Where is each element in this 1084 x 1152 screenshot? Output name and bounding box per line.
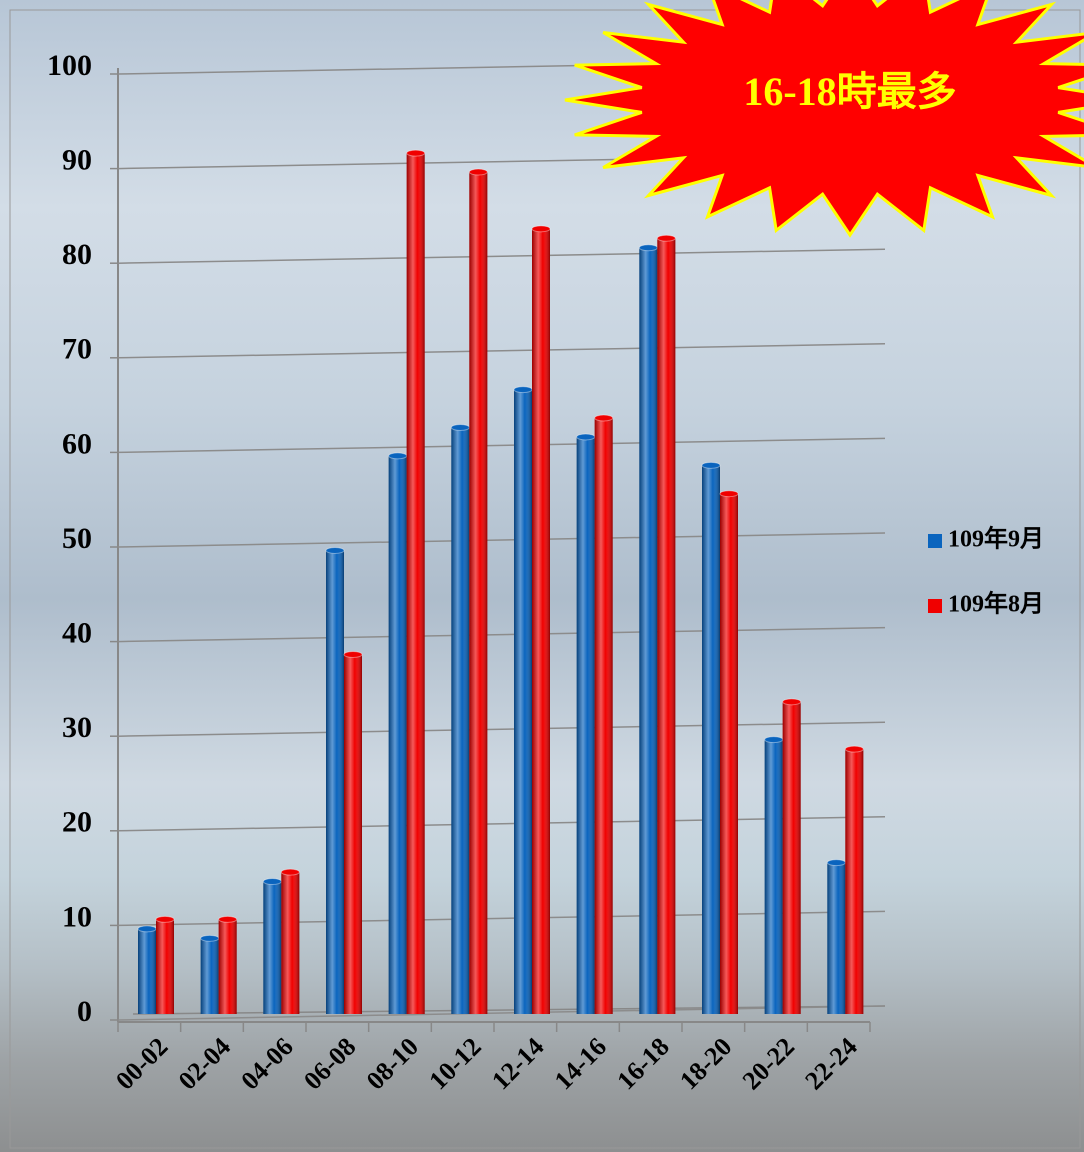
y-tick-label: 60 — [62, 427, 92, 460]
x-tick-label: 04-06 — [235, 1032, 298, 1095]
grid-line — [117, 437, 886, 454]
grid-line — [117, 721, 886, 737]
x-tick-label: 08-10 — [361, 1032, 424, 1095]
grid-line — [117, 910, 886, 927]
y-tick-label: 10 — [62, 900, 92, 933]
y-tick-label: 100 — [47, 49, 92, 82]
bar-shine — [532, 228, 550, 1014]
frame — [9, 9, 1081, 1149]
bar-top — [343, 651, 363, 659]
bar-top — [826, 859, 846, 867]
bar-shine — [344, 654, 362, 1014]
x-tick-label: 20-22 — [737, 1032, 800, 1095]
bar-shine — [782, 701, 801, 1014]
bar-shine — [218, 919, 237, 1014]
bar-shine — [281, 872, 300, 1014]
bar-shine — [451, 427, 470, 1015]
bar-top — [468, 168, 488, 176]
bar-shine — [764, 739, 783, 1014]
y-tick-label: 0 — [77, 995, 92, 1028]
bar-shine — [138, 928, 156, 1014]
legend-label: 109年9月 — [948, 525, 1044, 553]
bar-shine — [326, 550, 344, 1014]
grid-line — [117, 626, 886, 643]
bar-top — [450, 423, 470, 431]
bar-top — [388, 452, 408, 460]
y-tick-label: 40 — [62, 616, 92, 649]
bar-top — [155, 915, 175, 923]
bar-top — [656, 234, 676, 242]
starburst — [564, 0, 1084, 238]
x-tick-label: 06-08 — [298, 1032, 361, 1095]
bar-top — [701, 461, 721, 469]
bar-top — [844, 745, 864, 753]
bar-shine — [263, 881, 282, 1014]
bar-shine — [514, 389, 532, 1014]
x-tick-label: 12-14 — [486, 1032, 549, 1095]
bar-top — [218, 915, 238, 923]
x-tick-label: 16-18 — [611, 1032, 674, 1095]
y-tick-label: 50 — [62, 522, 92, 555]
bar-shine — [702, 465, 720, 1014]
bar-top — [782, 698, 802, 706]
bar-shine — [594, 418, 613, 1014]
x-tick-label: 18-20 — [674, 1032, 737, 1095]
bar-shine — [469, 172, 488, 1014]
bar-shine — [406, 153, 425, 1014]
plot-area: 0 10 20 30 40 50 60 70 80 90 100 00-02 02-04 04-06 06-… — [47, 49, 886, 1095]
bar-shine — [200, 938, 219, 1014]
x-tick-label: 00-02 — [110, 1032, 173, 1095]
bar-shine — [657, 238, 676, 1014]
bar-shine — [639, 247, 658, 1015]
y-tick-label: 80 — [62, 238, 92, 271]
grid-line — [117, 343, 886, 359]
bar-top — [764, 736, 784, 744]
bar-top — [200, 934, 220, 942]
bar-top — [325, 546, 345, 554]
y-tick-label: 20 — [62, 806, 92, 839]
x-tick-label: 10-12 — [423, 1032, 486, 1095]
annotation: 16-18時最多 — [743, 69, 956, 114]
bar-shine — [576, 436, 595, 1014]
grid-line — [117, 532, 886, 548]
y-tick-label: 70 — [62, 333, 92, 366]
bar-top — [137, 925, 157, 933]
grid-line — [117, 1005, 886, 1021]
bar-top — [576, 433, 596, 441]
bar-shine — [720, 493, 738, 1014]
bar-top — [513, 386, 533, 394]
bar-shine — [827, 862, 846, 1014]
legend-swatch — [928, 534, 942, 548]
legend-label: 109年8月 — [948, 590, 1044, 618]
grid-line — [117, 248, 886, 264]
floor-back — [132, 1005, 886, 1015]
bar-shine — [388, 455, 407, 1014]
bar-top — [594, 414, 614, 422]
y-tick-label: 90 — [62, 143, 92, 176]
y-tick-label: 30 — [62, 711, 92, 744]
bar-top — [638, 244, 658, 252]
grid-line — [117, 816, 886, 832]
bar-shine — [845, 749, 864, 1014]
x-tick-label: 14-16 — [549, 1032, 612, 1095]
x-tick-label: 02-04 — [173, 1032, 236, 1095]
bar-top — [262, 878, 282, 886]
bar-top — [531, 225, 551, 233]
bar-shine — [156, 919, 174, 1014]
x-tick-label: 22-24 — [799, 1032, 862, 1095]
bar-top — [719, 490, 739, 498]
legend-swatch — [928, 599, 942, 613]
bar-top — [280, 868, 300, 876]
bar-top — [406, 149, 426, 157]
